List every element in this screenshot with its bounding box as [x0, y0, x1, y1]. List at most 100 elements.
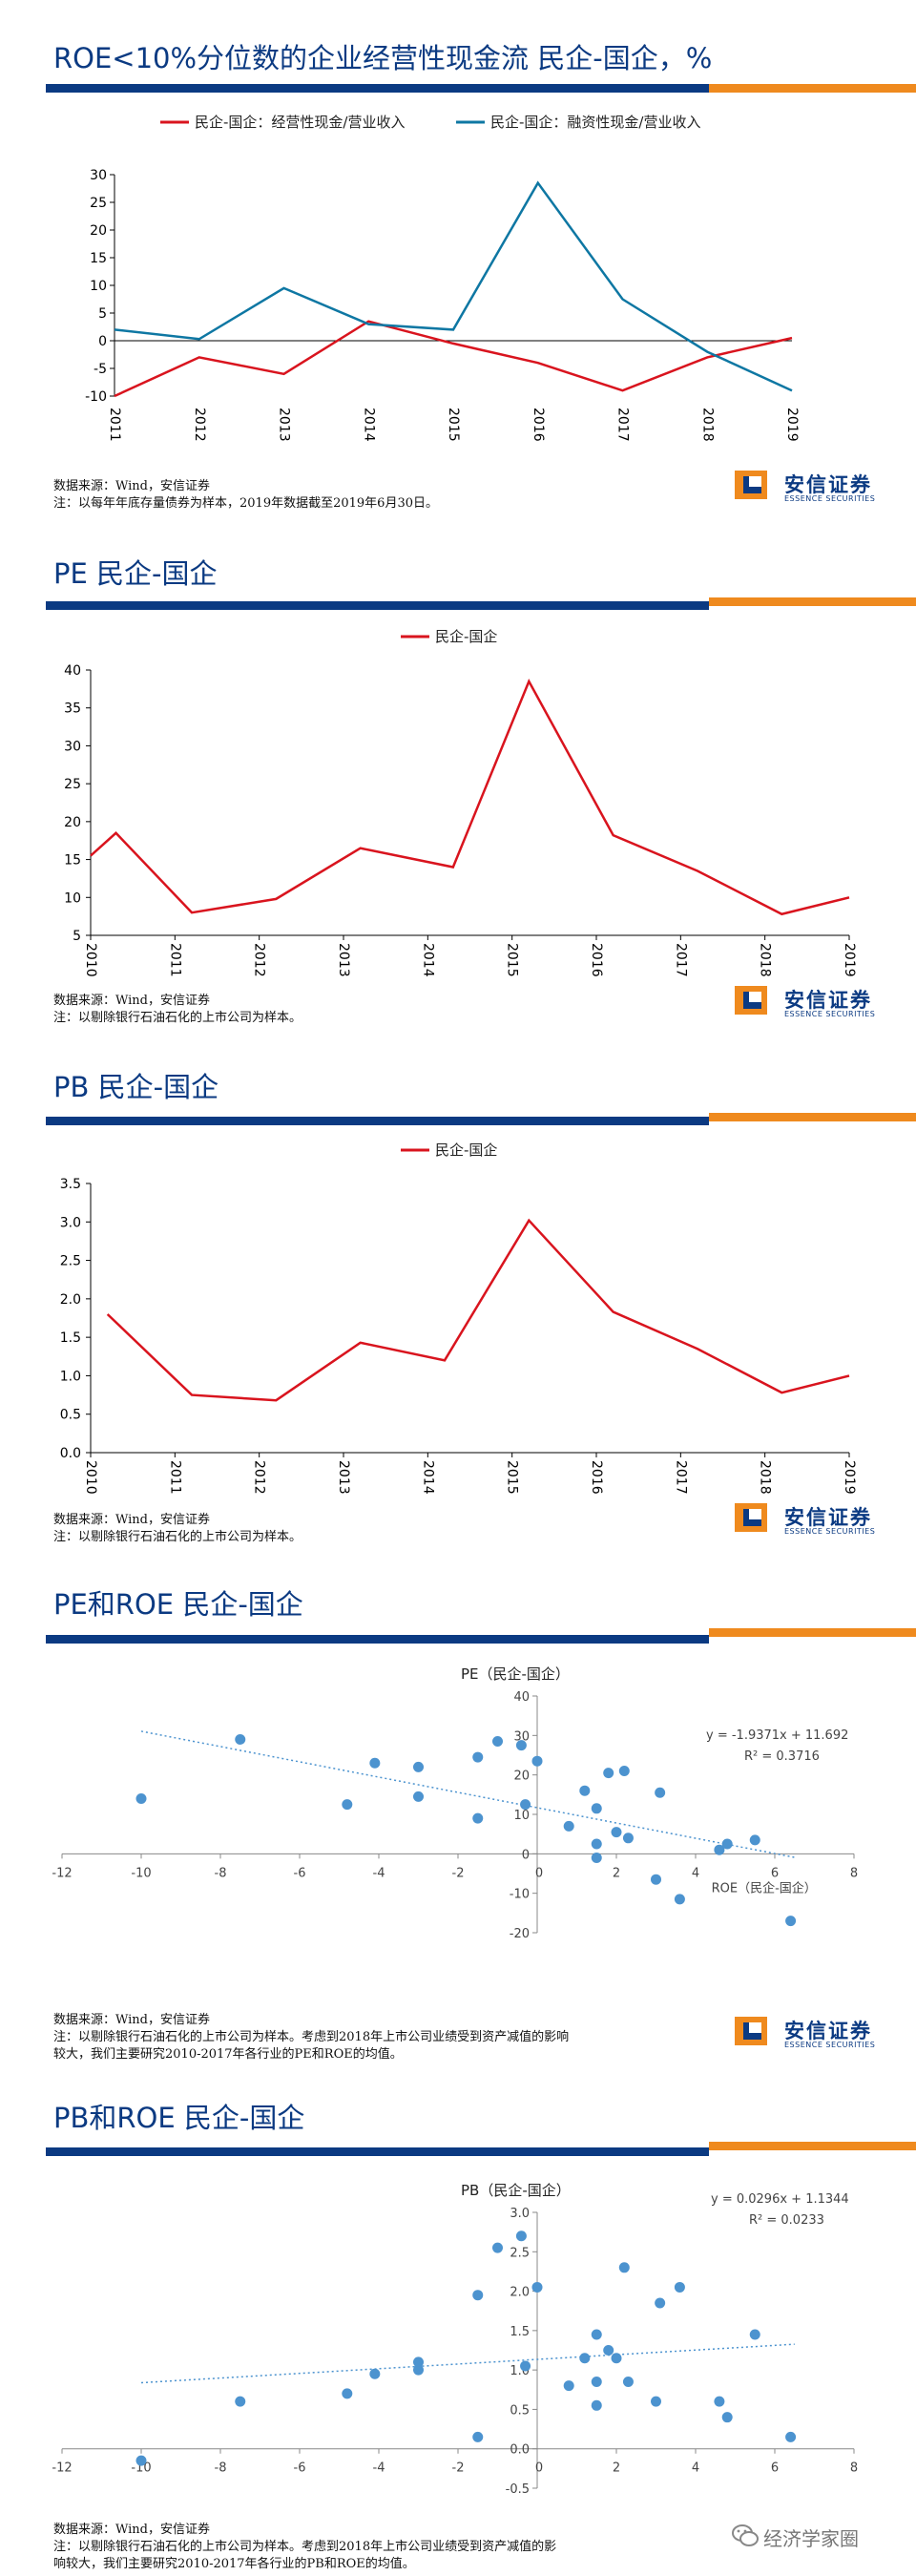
x-tick-label: 2013 — [336, 943, 351, 977]
scatter-point — [674, 1894, 685, 1905]
y-tick-label: 2.5 — [510, 2246, 530, 2260]
x-tick-label: -2 — [452, 2461, 465, 2476]
trend-line — [140, 1730, 795, 1858]
scatter-point — [651, 2396, 661, 2407]
scatter-point — [413, 2356, 424, 2368]
chart-2-source: 数据来源：Wind，安信证券 — [53, 994, 210, 1008]
y-tick-label: 30 — [513, 1729, 530, 1744]
x-tick-label: 2017 — [673, 1460, 688, 1495]
scatter-point — [591, 2377, 602, 2388]
x-tick-label: 2016 — [531, 408, 546, 442]
x-tick-label: -8 — [215, 2461, 227, 2476]
x-tick-label: -4 — [373, 2461, 385, 2476]
y-tick-label: 0 — [522, 1848, 530, 1862]
x-tick-label: 2011 — [167, 1460, 182, 1495]
title-underline-orange — [709, 597, 916, 606]
y-tick-label: 20 — [90, 223, 107, 239]
scatter-point — [591, 2329, 602, 2340]
y-tick-label: 1.5 — [510, 2325, 530, 2339]
x-tick-label: 8 — [850, 2461, 858, 2476]
brand-logo: 安信证券 ESSENCE SECURITIES — [735, 2014, 897, 2052]
scatter-point — [651, 1874, 661, 1885]
brand-logo: 安信证券 ESSENCE SECURITIES — [735, 468, 897, 506]
y-tick-label: 10 — [64, 890, 81, 906]
scatter-point — [618, 1766, 630, 1777]
y-tick-label: -5 — [94, 362, 107, 377]
x-tick-label: 2012 — [252, 943, 267, 977]
brand-mark-icon — [735, 471, 767, 499]
y-tick-label: 1.0 — [60, 1369, 81, 1384]
chart-4-note-line-1: 注：以剔除银行石油石化的上市公司为样本。考虑到2018年上市公司业绩受到资产减值… — [53, 2030, 570, 2044]
x-tick-label: 2015 — [446, 408, 461, 442]
x-tick-label: 2019 — [842, 1460, 857, 1495]
brand-name-cn: 安信证券 — [784, 2020, 872, 2042]
x-tick-label: 8 — [850, 1866, 858, 1880]
y-tick-label: 35 — [64, 702, 81, 717]
scatter-point — [515, 1740, 527, 1751]
trend-equation: y = -1.9371x + 11.692 — [706, 1728, 848, 1743]
x-tick-label: 2016 — [589, 943, 604, 977]
scatter-point — [563, 2380, 574, 2392]
y-tick-label: 15 — [64, 853, 81, 869]
trend-equation: y = 0.0296x + 1.1344 — [711, 2192, 849, 2207]
scatter-point — [413, 2364, 424, 2376]
scatter-point — [622, 1833, 634, 1844]
x-tick-label: 2 — [613, 2461, 620, 2476]
trend-line — [140, 2343, 795, 2384]
x-tick-label: 2014 — [420, 943, 435, 977]
y-tick-label: 15 — [90, 251, 107, 266]
series-line — [90, 679, 850, 916]
title-underline-blue — [46, 601, 709, 610]
y-tick-label: 0.0 — [60, 1446, 81, 1461]
title-underline-orange — [709, 84, 916, 93]
y-tick-label: 1.5 — [60, 1330, 81, 1346]
series-line-1 — [114, 180, 793, 392]
y-tick-label: -0.5 — [506, 2482, 530, 2497]
scatter-point — [515, 2230, 527, 2242]
chart-3-source: 数据来源：Wind，安信证券 — [53, 1513, 210, 1527]
scatter-point — [472, 2431, 484, 2442]
legend-label: 民企-国企 — [435, 628, 497, 645]
watermark: 经济学家圈 — [725, 2518, 916, 2556]
x-tick-label: 2013 — [336, 1460, 351, 1495]
scatter-point — [591, 2399, 602, 2411]
brand-name-en: ESSENCE SECURITIES — [784, 2041, 876, 2049]
scatter-point — [492, 2242, 503, 2253]
chart-1-note: 注：以每年年底存量债券为样本，2019年数据截至2019年6月30日。 — [53, 496, 438, 511]
x-tick-label: 2010 — [83, 1460, 98, 1495]
y-tick-label: 20 — [64, 815, 81, 830]
y-tick-label: 3.5 — [60, 1177, 81, 1192]
scatter-point — [655, 2297, 666, 2309]
scatter-point — [785, 2431, 797, 2442]
series-line — [106, 1218, 850, 1402]
brand-mark-icon — [735, 986, 767, 1015]
scatter-point — [472, 2290, 484, 2301]
x-tick-label: 2016 — [589, 1460, 604, 1495]
y-tick-label: 5 — [98, 306, 107, 322]
y-tick-label: 2.5 — [60, 1254, 81, 1269]
scatter-point — [531, 2281, 543, 2293]
brand-name-cn: 安信证券 — [784, 473, 872, 496]
x-tick-label: 2014 — [420, 1460, 435, 1495]
x-tick-label: 2019 — [784, 408, 800, 442]
x-axis-label: ROE（民企-国企） — [712, 1880, 817, 1895]
x-tick-label: -6 — [294, 1866, 306, 1880]
title-underline-blue — [46, 1635, 709, 1644]
title-underline-blue — [46, 2147, 709, 2156]
scatter-point — [785, 1916, 797, 1927]
y-tick-label: 0.5 — [510, 2403, 530, 2418]
y-tick-label: 30 — [64, 739, 81, 754]
x-tick-label: 6 — [771, 2461, 779, 2476]
scatter-point — [135, 2455, 147, 2466]
scatter-point — [472, 1812, 484, 1824]
chart-5-note-line-1: 注：以剔除银行石油石化的上市公司为样本。考虑到2018年上市公司业绩受到资产减值… — [53, 2540, 557, 2554]
scatter-point — [749, 1834, 760, 1846]
scatter-point — [611, 2353, 622, 2364]
scatter-point — [714, 1844, 725, 1855]
y-tick-label: 0 — [98, 334, 107, 349]
y-tick-label: -20 — [510, 1927, 530, 1941]
brand-name-en: ESSENCE SECURITIES — [784, 1010, 876, 1018]
title-underline-blue — [46, 1117, 709, 1125]
scatter-point — [413, 1761, 424, 1772]
brand-logo: 安信证券 ESSENCE SECURITIES — [735, 1500, 897, 1539]
